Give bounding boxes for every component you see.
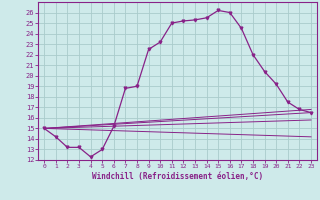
- X-axis label: Windchill (Refroidissement éolien,°C): Windchill (Refroidissement éolien,°C): [92, 172, 263, 181]
